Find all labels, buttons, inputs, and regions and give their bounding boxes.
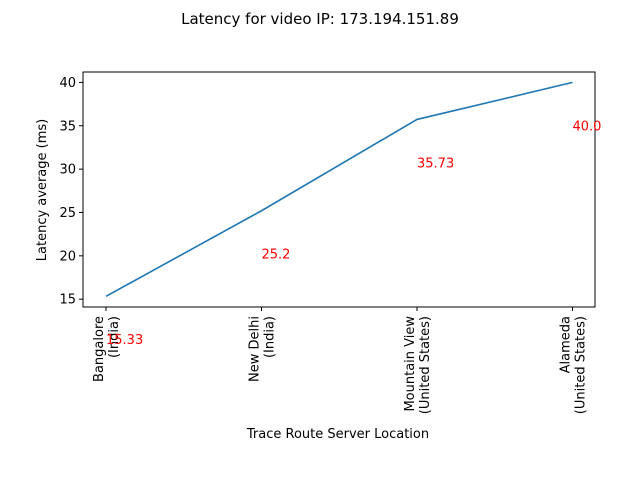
y-tick-label: 25 [59,206,76,221]
data-label: 15.33 [106,333,143,348]
y-tick-label: 40 [59,76,76,91]
data-label: 35.73 [417,156,454,171]
x-tick-label-line: New Delhi [248,316,263,382]
data-label: 25.2 [262,248,291,263]
plot-frame [82,71,596,308]
x-tick-label: Bangalore (India) [92,316,122,382]
y-tick-label: 35 [59,119,76,134]
series [105,81,573,298]
x-tick-label: Alameda (United States) [559,316,589,414]
data-label: 40.0 [573,119,602,134]
x-tick-label-line: Bangalore [92,316,107,382]
x-tick-label-line: Mountain View [403,316,418,412]
x-tick-label: Mountain View (United States) [403,316,433,415]
y-axis-label: Latency average (ms) [35,119,50,261]
x-axis-ticks: Bangalore (India) New Delhi (India) Mountain… [92,307,589,414]
data-labels: 15.33 25.2 35.73 40.0 [106,119,601,348]
axes [82,71,596,308]
x-tick-label-line: Alameda [559,316,574,373]
chart-title: Latency for video IP: 173.194.151.89 [181,10,459,28]
x-tick-label-line: (India) [263,316,278,358]
series-line [105,81,573,298]
x-tick-label-line: (India) [107,316,122,358]
y-tick-label: 20 [59,249,76,264]
x-tick-label: New Delhi (India) [248,316,278,382]
y-tick-label: 30 [59,163,76,178]
x-tick-label-line: (United States) [418,316,433,414]
x-tick-label-line: (United States) [574,316,589,414]
y-axis-ticks: 15 20 25 30 35 40 [59,76,83,308]
y-tick-label: 15 [59,293,76,308]
x-axis-label: Trace Route Server Location [246,427,429,442]
